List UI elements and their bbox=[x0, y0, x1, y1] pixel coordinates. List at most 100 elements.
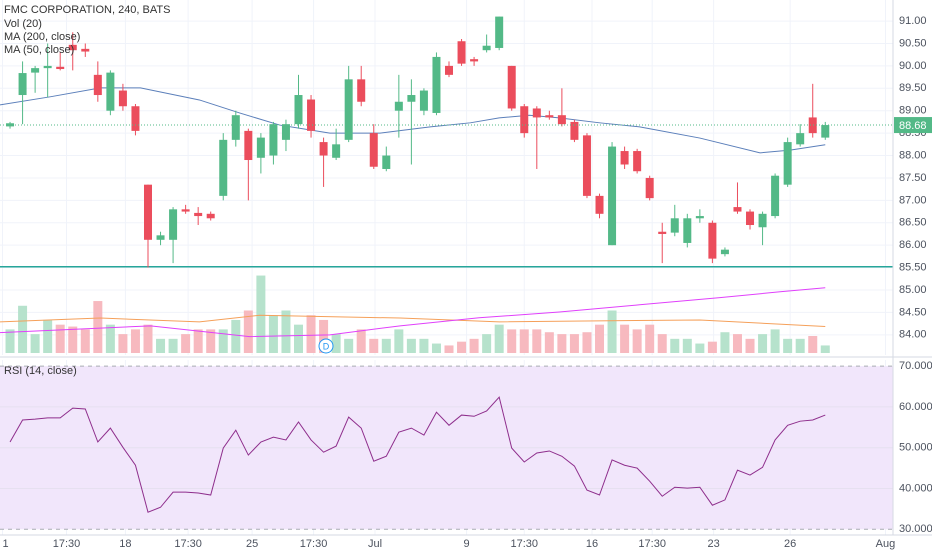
volume-bar bbox=[770, 329, 780, 353]
y-tick-label: 87.50 bbox=[899, 172, 927, 184]
candle-body bbox=[281, 124, 290, 140]
candle-body bbox=[771, 175, 780, 217]
candle-body bbox=[720, 249, 729, 255]
volume-bar bbox=[206, 329, 216, 353]
candle-body bbox=[758, 213, 767, 228]
volume-bar bbox=[695, 343, 705, 353]
candle-body bbox=[156, 235, 165, 240]
volume-bar bbox=[344, 338, 354, 353]
candle-body bbox=[357, 79, 366, 102]
volume-bar bbox=[68, 326, 78, 353]
volume-bar bbox=[645, 324, 655, 353]
volume-bar bbox=[381, 338, 391, 353]
candle-body bbox=[143, 184, 152, 240]
volume-bar bbox=[758, 334, 768, 353]
volume-bar bbox=[118, 334, 128, 353]
legend-volume: Vol (20) bbox=[4, 18, 42, 30]
volume-bar bbox=[444, 345, 454, 353]
candle-body bbox=[545, 115, 554, 118]
y-tick-label: 85.00 bbox=[899, 284, 927, 296]
dividend-marker[interactable] bbox=[318, 338, 334, 354]
candle-body bbox=[244, 130, 253, 161]
y-tick-label: 88.00 bbox=[899, 149, 927, 161]
volume-bar bbox=[193, 329, 203, 353]
candle-body bbox=[821, 125, 830, 138]
candle-body bbox=[269, 124, 278, 156]
legend-ma50: MA (50, close) bbox=[4, 44, 74, 56]
volume-bar bbox=[243, 310, 253, 353]
last-price-box bbox=[894, 117, 932, 134]
x-tick-label: 17:30 bbox=[174, 538, 202, 550]
volume-bar bbox=[808, 336, 818, 353]
y-tick-label: 84.50 bbox=[899, 306, 927, 318]
volume-bar bbox=[306, 315, 316, 353]
volume-bar bbox=[394, 329, 404, 353]
volume-bar bbox=[156, 338, 166, 353]
dividend-marker-label[interactable]: D bbox=[323, 341, 330, 351]
volume-bar bbox=[369, 338, 379, 353]
y-tick-label: 90.00 bbox=[899, 60, 927, 72]
volume-bar bbox=[80, 329, 90, 353]
y-tick-label: 30.0000 bbox=[899, 523, 932, 535]
candle-body bbox=[419, 90, 428, 111]
chart-title: FMC CORPORATION, 240, BATS bbox=[4, 4, 170, 16]
volume-bar bbox=[319, 319, 329, 353]
volume-bar bbox=[406, 338, 416, 353]
volume-bar bbox=[294, 324, 304, 353]
candle-body bbox=[733, 207, 742, 212]
candle-body bbox=[206, 213, 215, 219]
volume-bar bbox=[732, 334, 742, 353]
candle-body bbox=[131, 106, 140, 131]
candle-body bbox=[595, 195, 604, 214]
last-price-label: 88.68 bbox=[899, 120, 927, 132]
x-tick-label: 26 bbox=[784, 538, 796, 550]
volume-bar bbox=[682, 338, 692, 353]
volume-bar bbox=[519, 329, 529, 353]
candle-body bbox=[457, 41, 466, 64]
y-tick-label: 89.00 bbox=[899, 105, 927, 117]
volume-bar bbox=[632, 329, 642, 353]
candle-body bbox=[582, 135, 591, 196]
candle-body bbox=[181, 209, 190, 212]
candle-body bbox=[344, 79, 353, 140]
candle-body bbox=[507, 65, 516, 109]
volume-bar bbox=[657, 334, 667, 353]
candle-body bbox=[319, 142, 328, 156]
volume-bar bbox=[281, 310, 291, 353]
volume-bar bbox=[569, 334, 579, 353]
volume-bar bbox=[607, 310, 617, 353]
x-tick-label: 25 bbox=[246, 538, 258, 550]
candle-body bbox=[645, 177, 654, 199]
volume-bar bbox=[544, 332, 554, 353]
candle-body bbox=[332, 144, 341, 158]
volume-bar bbox=[43, 319, 53, 353]
volume-bar bbox=[532, 329, 542, 353]
volume-bar bbox=[707, 341, 717, 353]
volume-bar bbox=[557, 334, 567, 353]
volume-bar bbox=[93, 301, 103, 353]
candle-body bbox=[708, 222, 717, 259]
volume-bar bbox=[469, 338, 479, 353]
candle-body bbox=[470, 59, 479, 62]
y-tick-label: 89.50 bbox=[899, 82, 927, 94]
x-tick-label: 17:30 bbox=[53, 538, 81, 550]
volume-bar bbox=[55, 324, 65, 353]
candle-body bbox=[231, 115, 240, 140]
candle-body bbox=[808, 117, 817, 134]
y-tick-label: 87.00 bbox=[899, 194, 927, 206]
x-tick-label: 17:30 bbox=[510, 538, 538, 550]
candle-body bbox=[68, 44, 77, 51]
volume-bar bbox=[507, 329, 517, 353]
candle-body bbox=[570, 121, 579, 140]
candle-body bbox=[532, 108, 541, 118]
volume-bar bbox=[795, 338, 805, 353]
volume-bar bbox=[331, 334, 341, 353]
candle-body bbox=[307, 99, 316, 131]
volume-bar bbox=[820, 345, 830, 353]
candle-body bbox=[31, 68, 40, 73]
volume-bar bbox=[218, 329, 228, 353]
candle-body bbox=[394, 101, 403, 111]
volume-bar bbox=[268, 315, 278, 353]
candle-body bbox=[482, 45, 491, 51]
